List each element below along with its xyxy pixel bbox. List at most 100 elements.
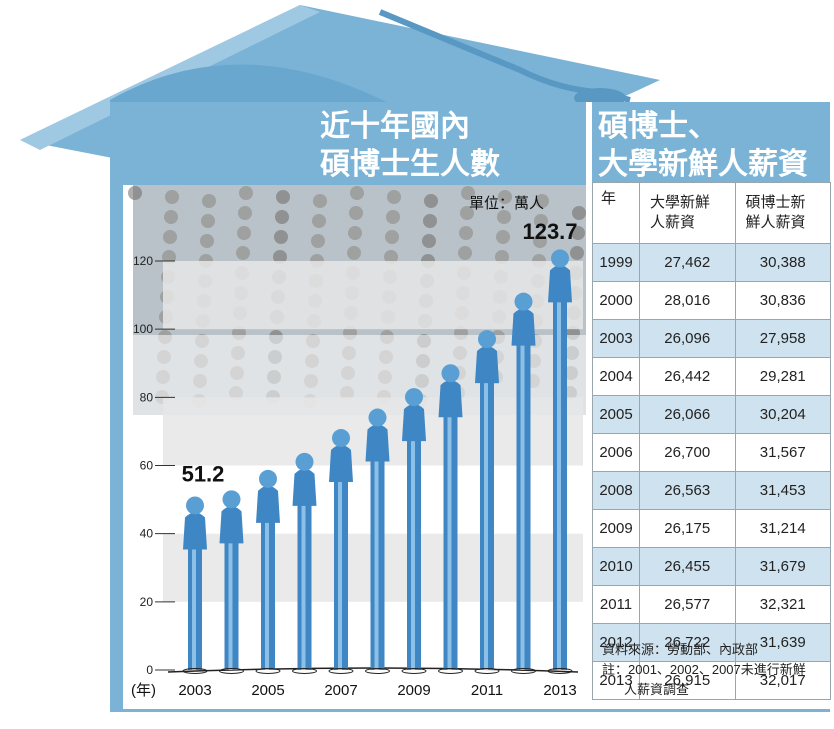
crowd-figure [461,186,475,200]
chart-title-line2: 碩博士生人數 [320,147,500,182]
bar-highlight [265,518,269,670]
figure-body [219,506,244,544]
cell-college-salary: 27,462 [639,243,736,282]
crowd-figure [311,234,325,248]
cell-college-salary: 26,577 [639,585,736,624]
data-label-first: 51.2 [182,461,225,486]
table-row: 2006 26,700 31,567 [592,433,831,472]
figure-body [511,308,536,346]
table-row: 2013 26,915 32,017 [592,661,831,700]
figure-base [219,668,244,674]
cell-year: 2006 [592,433,640,472]
cell-year: 2012 [592,623,640,662]
figure-head [514,292,533,311]
cell-year: 2003 [592,319,640,358]
crowd-figure [236,246,250,260]
cell-college-salary: 26,442 [639,357,736,396]
table-row: 2010 26,455 31,679 [592,547,831,586]
crowd-figure [200,234,214,248]
figure-base [438,668,463,674]
table-row: 2008 26,563 31,453 [592,471,831,510]
cell-college-salary: 28,016 [639,281,736,320]
figure-body [548,265,572,303]
cell-college-salary: 26,175 [639,509,736,548]
bar-highlight [447,413,452,670]
table-row: 2000 28,016 30,836 [592,281,831,320]
figure-head [441,364,460,383]
table-row: 2005 26,066 30,204 [592,395,831,434]
table-row: 2004 26,442 29,281 [592,357,831,396]
chart-panel: 0 20 40 60 80 100 120 (年) 2003 2005 2007 2009 2011 20… [123,185,586,709]
cell-grad-salary: 31,214 [734,509,831,548]
frame-divider [586,102,592,709]
crowd-figure [460,206,474,220]
crowd-figure [238,206,252,220]
figure-base [182,668,208,674]
figure-base [511,668,536,674]
cell-college-salary: 26,455 [639,547,736,586]
table-row: 2003 26,096 27,958 [592,319,831,358]
crowd-figure [273,250,287,264]
crowd-figure [237,226,251,240]
figure-base [474,668,500,674]
crowd-figure [385,230,399,244]
header-grad-salary: 碩博士新 鮮人薪資 [734,182,831,244]
crowd-figure [534,214,548,228]
cell-grad-salary: 30,836 [734,281,831,320]
crowd-figure [312,214,326,228]
crowd-figure [313,194,327,208]
figure-head [222,490,241,509]
bar-highlight [374,457,379,670]
bar-highlight [228,539,233,670]
source-text: 資料來源：勞動部、內政部 [602,642,759,657]
table-row: 2012 26,722 31,639 [592,623,831,662]
figure-head [478,330,496,349]
x-tick-label: 2007 [324,682,357,699]
cell-college-salary: 26,722 [639,623,736,662]
bar-highlight [520,341,525,670]
cell-grad-salary: 29,281 [734,357,831,396]
chart-title-line1: 近十年國內 [320,109,470,144]
bar-highlight [411,437,415,670]
figure-body [292,468,317,506]
crowd-figure [387,190,401,204]
cell-grad-salary: 31,639 [734,623,831,662]
cell-grad-salary: 31,567 [734,433,831,472]
figure-head [332,429,350,448]
cell-year: 2011 [592,585,640,624]
header-year: 年 [592,182,640,244]
figure-head [551,249,569,268]
crowd-figure [495,250,509,264]
source-notes: 資料來源：勞動部、內政部 註：2001、2002、2007未進行新鮮 人薪資調查 [602,640,806,700]
crowd-figure [163,230,177,244]
crowd-figure [128,186,142,200]
figure-head [259,469,277,488]
crowd-figure [535,194,549,208]
cell-grad-salary: 30,388 [734,243,831,282]
table-title-line1: 碩博士、 [598,109,718,144]
crowd-figure [572,206,586,220]
cell-grad-salary: 30,204 [734,395,831,434]
cell-year: 2000 [592,281,640,320]
table-row: 2009 26,175 31,214 [592,509,831,548]
crowd-figure [164,210,178,224]
figure-head [186,496,204,515]
crowd-figure [348,226,362,240]
crowd-figure [350,186,364,200]
crowd-figure [347,246,361,260]
cell-year: 2004 [592,357,640,396]
x-axis-label: (年) [131,682,156,699]
cell-college-salary: 26,915 [639,661,736,700]
cell-grad-salary: 31,453 [734,471,831,510]
crowd-figure [498,190,512,204]
crowd-figure [274,230,288,244]
figure-base [255,668,281,674]
crowd-figure [384,250,398,264]
table-title: 碩博士、 大學新鮮人薪資 [598,108,808,184]
crowd-figure [459,226,473,240]
figure-body [256,485,280,523]
table-title-line2: 大學新鮮人薪資 [598,147,808,182]
bar-highlight [301,501,306,670]
x-tick-label: 2011 [471,682,503,699]
figure-body [183,512,207,550]
